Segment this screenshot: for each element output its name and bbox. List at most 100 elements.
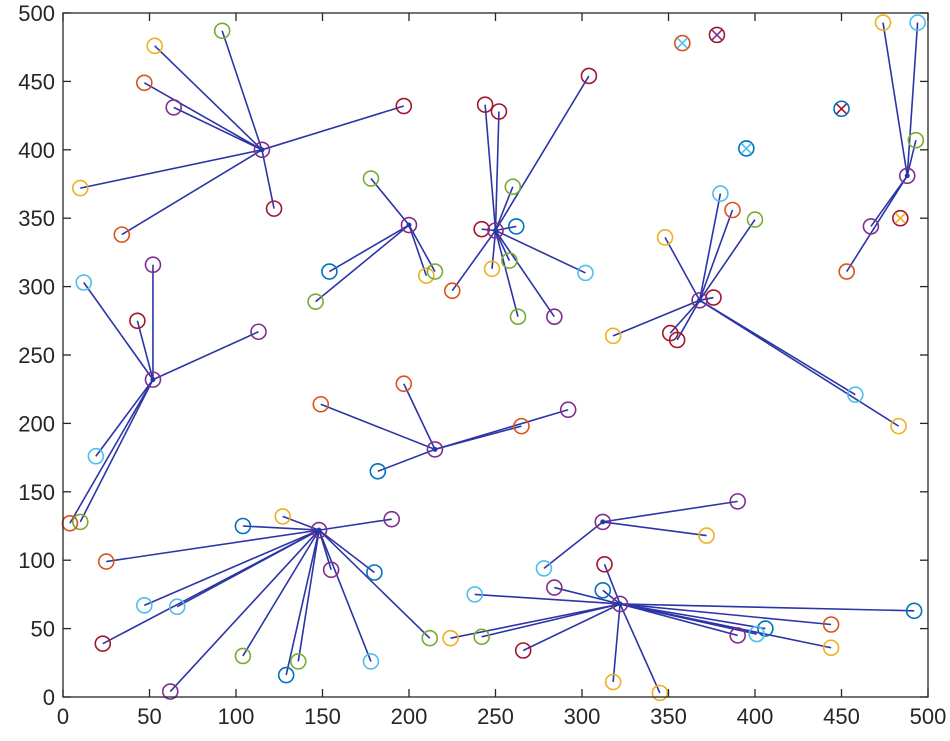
node-point [466,586,484,603]
link-line [403,383,436,450]
link-line [494,230,555,318]
node-point [395,97,413,115]
link-line [408,224,436,272]
node-point [890,417,907,435]
link-line [79,379,154,523]
y-tick-label: 300 [18,275,55,300]
link-line [699,299,900,427]
node-point [507,218,525,235]
y-tick-label: 150 [18,480,55,505]
node-point [822,616,840,633]
node-point [596,556,613,573]
isolated-node-point [708,26,726,44]
node-point [234,647,252,665]
link-line [221,30,263,151]
link-line [494,230,511,261]
node-point [698,527,715,544]
y-tick-label: 500 [18,1,55,26]
cluster-head-center [493,228,498,234]
node-point [514,642,532,659]
node-point [165,99,183,116]
node-point [651,684,669,702]
x-tick-label: 200 [391,704,428,729]
node-point [113,226,131,243]
link-line [434,425,522,451]
x-tick-label: 0 [57,704,69,729]
node-point [136,74,153,92]
link-line [451,230,497,292]
node-point [136,597,153,614]
link-line [242,525,320,531]
y-tick-label: 100 [18,548,55,573]
node-point [656,229,674,246]
cluster-head-point [611,595,629,613]
node-point [417,267,435,284]
link-line [80,149,263,189]
node-point [847,386,864,403]
link-line [106,529,320,563]
node-point [604,673,622,691]
y-tick-label: 200 [18,411,55,436]
link-line [619,603,832,626]
node-point [362,170,380,187]
isolated-node-cross [711,29,723,41]
node-point [395,375,413,393]
isolated-node-point [833,100,850,118]
node-point [421,629,439,647]
link-line [664,236,701,301]
node-point [905,602,923,620]
cluster-head-point [898,167,916,185]
link-line [95,379,154,457]
node-point [250,323,267,341]
link-line [242,529,320,657]
link-line [143,82,263,151]
node-point [822,639,840,657]
node-point [234,517,252,535]
node-point [146,37,163,55]
link-line [152,331,259,381]
link-line [318,529,431,639]
y-tick-label: 450 [18,69,55,94]
link-line [83,282,154,381]
isolated-node-cross [676,37,688,49]
axes: 0 50 100 150 200 250 300 350 400 450 500 0 50 100 150… [18,1,946,729]
y-tick-label: 400 [18,138,55,163]
node-point [907,131,925,149]
isolated-node-cross [894,212,906,224]
link-line [169,529,320,693]
node-point [87,447,105,465]
link-line [495,225,517,232]
node-point [289,653,307,670]
x-tick-label: 250 [477,704,514,729]
node-point [213,22,231,40]
node-point [366,564,383,581]
cluster-head-center [600,519,606,525]
link-line [370,178,410,226]
link-line [494,230,519,317]
cluster-head-center [316,527,322,533]
node-point [577,264,594,282]
link-line [619,603,766,630]
cluster-head-center [432,446,438,452]
cluster-head-point [487,222,504,239]
y-tick-label: 250 [18,343,55,368]
link-line [494,111,500,231]
link-line [906,140,917,176]
link-line [318,529,375,574]
node-point [874,14,892,31]
link-line [543,521,604,570]
node-point [724,201,741,219]
node-point [161,683,179,700]
node-point [729,627,747,644]
link-line [846,175,908,272]
link-line [282,515,320,531]
link-line [136,320,154,380]
link-line [261,105,405,151]
node-point [513,417,530,435]
node-point [546,308,563,325]
node-point [72,179,89,197]
link-line [377,448,436,473]
node-point [594,581,612,599]
